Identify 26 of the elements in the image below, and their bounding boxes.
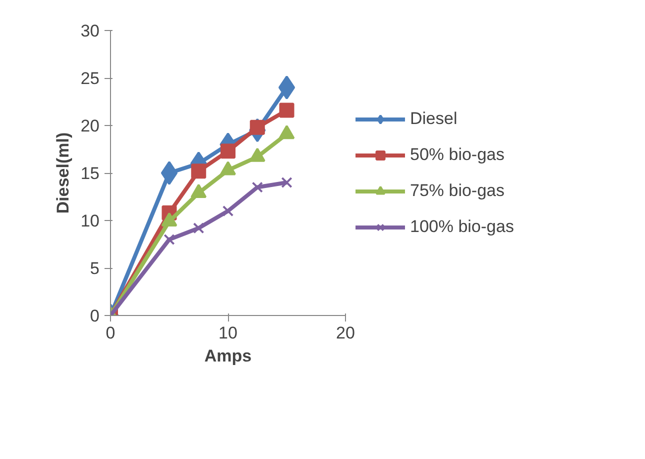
point [191, 164, 206, 179]
point [252, 182, 263, 193]
x-tick-label: 20 [336, 324, 355, 342]
y-tick-label: 30 [80, 22, 100, 40]
legend-label: 75% bio-gas [410, 180, 505, 200]
x-tick-label: 10 [218, 324, 238, 342]
point [281, 176, 292, 188]
point [220, 144, 236, 159]
y-axis-title: Diesel(ml) [54, 132, 73, 214]
y-tick-label: 5 [90, 259, 100, 278]
legend-label: Diesel [410, 108, 458, 128]
point [160, 161, 178, 185]
point [278, 76, 296, 100]
y-tick-label: 0 [90, 306, 100, 326]
point [222, 205, 234, 217]
y-tick-label: 10 [80, 212, 100, 230]
legend-label: 100% bio-gas [410, 216, 514, 236]
y-tick-label: 20 [80, 116, 100, 136]
y-tick-label: 15 [80, 164, 100, 183]
point [279, 102, 294, 118]
x-tick-label: 0 [106, 324, 116, 342]
point [164, 234, 175, 246]
legend-label: 50% bio-gas [410, 144, 505, 164]
point [193, 222, 204, 234]
x-axis-title: Amps [204, 346, 252, 366]
y-tick-label: 25 [80, 69, 100, 88]
